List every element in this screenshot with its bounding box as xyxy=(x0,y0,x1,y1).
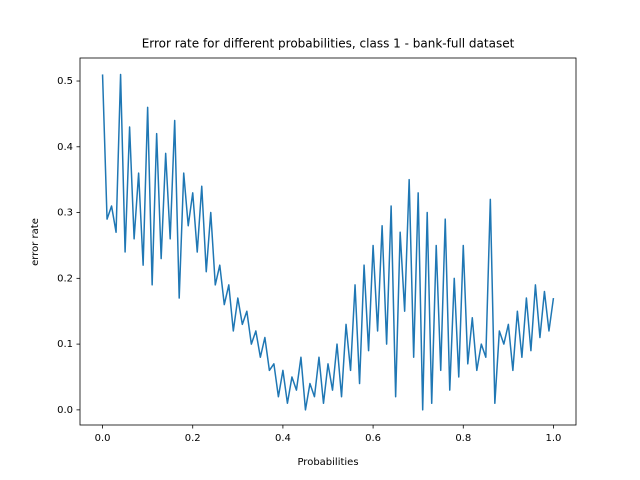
y-tick-label: 0.2 xyxy=(57,273,73,284)
data-line xyxy=(101,73,555,411)
y-tick-label: 0.5 xyxy=(57,76,73,87)
x-axis-label: Probabilities xyxy=(297,457,358,468)
x-tick-label: 0.6 xyxy=(365,433,381,444)
plot-frame xyxy=(79,57,577,426)
y-tick-label: 0.4 xyxy=(57,142,73,153)
y-tick-label: 0.1 xyxy=(57,339,73,350)
x-tick-label: 1.0 xyxy=(546,433,562,444)
x-tick-label: 0.4 xyxy=(275,433,291,444)
x-tick-label: 0.2 xyxy=(185,433,201,444)
x-tick-label: 0.0 xyxy=(95,433,111,444)
y-tick-label: 0.0 xyxy=(57,405,73,416)
y-tick-label: 0.3 xyxy=(57,208,73,219)
chart-title: Error rate for different probabilities, … xyxy=(142,37,515,51)
x-tick-label: 0.8 xyxy=(455,433,471,444)
y-axis-label: error rate xyxy=(30,218,41,266)
